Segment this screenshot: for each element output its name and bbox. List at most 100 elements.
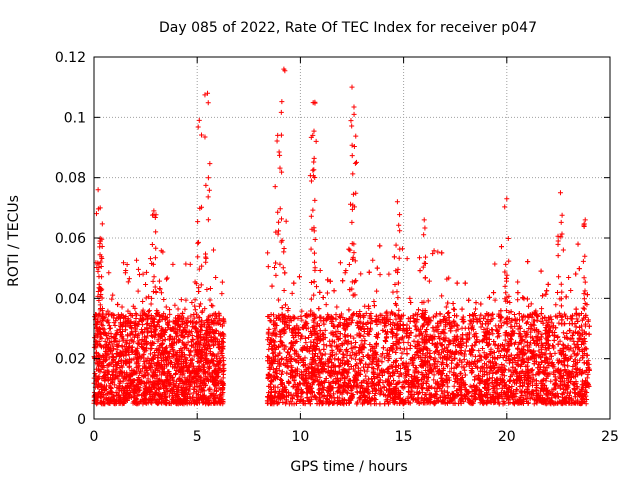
data-point [155,367,161,373]
data-point [126,377,132,383]
data-point [174,320,180,326]
data-point [100,322,106,328]
data-point [127,311,133,317]
data-point [103,333,109,339]
data-point [135,266,141,272]
data-point [451,307,457,313]
data-point [151,316,157,322]
data-point [112,336,118,342]
data-point [133,382,139,388]
data-point [426,278,432,284]
data-point [208,357,214,363]
data-point [473,306,479,312]
data-point [197,334,203,340]
data-point [135,288,141,294]
data-point [110,372,116,378]
data-point [203,382,209,388]
data-point [205,345,211,351]
data-point [106,355,112,361]
data-point [150,396,156,402]
data-point [125,279,131,285]
data-point [149,374,155,380]
data-point [109,296,115,302]
data-point [558,303,564,309]
data-point [192,297,198,303]
data-point [119,324,125,330]
data-point [173,368,179,374]
data-point [130,313,136,319]
data-point [124,261,130,267]
data-point [320,331,326,337]
data-point [149,393,155,399]
data-point [151,350,157,356]
data-point [102,356,108,362]
data-point [120,320,126,326]
data-point [128,337,134,343]
data-point [219,323,225,329]
data-point [214,314,220,320]
data-point [98,386,104,392]
data-point [180,401,186,407]
data-point [127,319,133,325]
data-point [204,375,210,381]
data-point [142,388,148,394]
data-point [218,397,224,403]
data-point [145,366,151,372]
data-point [136,370,142,376]
data-point [219,351,225,357]
data-point [156,395,162,401]
data-point [101,326,107,332]
data-point [134,257,140,263]
data-point [105,308,111,314]
data-point [198,335,204,341]
data-point [165,389,171,395]
data-point [219,279,225,285]
data-point [96,390,102,396]
data-point [213,275,219,281]
data-point [149,334,155,340]
data-point [118,358,124,364]
data-point [95,375,101,381]
data-point [123,313,129,319]
data-point [106,369,112,375]
data-point [149,400,155,406]
data-point [115,376,121,382]
data-point [213,321,219,327]
data-point [180,329,186,335]
data-point [130,303,136,309]
data-point [154,375,160,381]
data-point [114,347,120,353]
data-point [119,343,125,349]
data-point [556,320,562,326]
data-point [102,401,108,407]
data-point [265,250,271,256]
data-point [324,290,330,296]
data-point [216,310,222,316]
data-point [183,399,189,405]
data-point [144,325,150,331]
data-point [94,376,100,382]
data-point [194,352,200,358]
data-point [140,329,146,335]
data-point [170,380,176,386]
data-point [210,341,216,347]
data-point [102,330,108,336]
data-point [179,332,185,338]
data-point [167,311,173,317]
data-point [121,375,127,381]
data-point [115,302,121,308]
data-point [210,352,216,358]
data-point [104,398,110,404]
data-point [193,388,199,394]
data-point [123,327,129,333]
data-point [159,341,165,347]
data-point [106,330,112,336]
data-point [176,338,182,344]
data-point [117,395,123,401]
data-point [190,337,196,343]
data-point [112,323,118,329]
data-point [120,338,126,344]
data-point [105,317,111,323]
data-point [101,391,107,397]
data-point [266,346,272,352]
